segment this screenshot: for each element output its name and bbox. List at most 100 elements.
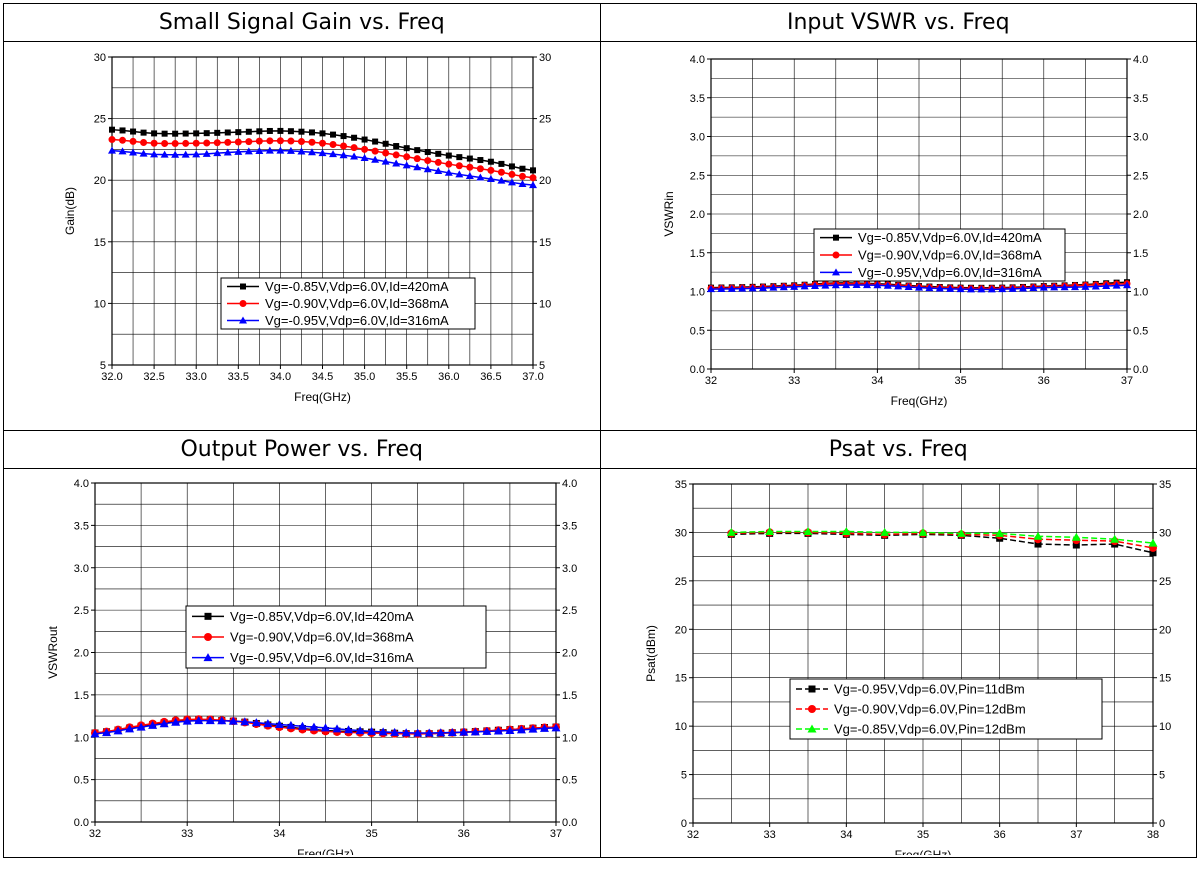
data-point bbox=[265, 146, 274, 154]
data-point bbox=[831, 281, 840, 289]
data-point bbox=[497, 168, 505, 176]
data-point bbox=[118, 147, 127, 155]
data-point bbox=[862, 281, 871, 289]
data-point bbox=[727, 284, 736, 292]
legend-marker bbox=[204, 612, 212, 620]
data-point bbox=[528, 724, 538, 733]
data-point bbox=[234, 138, 242, 146]
data-point bbox=[308, 138, 316, 146]
data-point bbox=[351, 134, 358, 141]
data-point bbox=[172, 130, 179, 137]
y-tick-label-left: 4.0 bbox=[689, 54, 704, 66]
data-point bbox=[551, 723, 561, 732]
data-point bbox=[956, 285, 965, 293]
data-point bbox=[129, 137, 137, 145]
y-tick-label-right: 5 bbox=[1159, 770, 1165, 782]
data-point bbox=[234, 147, 243, 155]
data-point bbox=[171, 140, 179, 148]
data-point bbox=[140, 138, 148, 146]
data-point bbox=[150, 139, 158, 147]
y-tick-label-right: 1.0 bbox=[1133, 287, 1148, 299]
data-point bbox=[339, 151, 348, 159]
x-tick-label: 35.5 bbox=[396, 371, 417, 383]
data-point bbox=[1049, 283, 1058, 291]
data-point bbox=[382, 149, 390, 157]
data-point bbox=[136, 722, 146, 731]
legend-marker bbox=[239, 316, 247, 324]
data-point bbox=[470, 727, 480, 736]
data-point bbox=[476, 165, 484, 173]
data-point bbox=[245, 128, 252, 135]
legend-label: Vg=-0.90V,Vdp=6.0V,Id=368mA bbox=[858, 248, 1042, 263]
series-line bbox=[730, 532, 1153, 554]
legend-marker bbox=[239, 300, 247, 307]
x-tick-label: 32.5 bbox=[143, 371, 164, 383]
x-tick-label: 32 bbox=[704, 375, 716, 387]
y-tick-label-left: 0.0 bbox=[74, 817, 89, 829]
data-point bbox=[224, 138, 232, 146]
panel-psat: 32 33 34 35 36 37 38 0 0 5 5 10 10 15 15 20 20 25 25 30 30 35… bbox=[599, 468, 1197, 858]
data-point bbox=[255, 137, 263, 145]
y-tick-label-left: 2.5 bbox=[689, 170, 704, 182]
x-tick-label: 35 bbox=[916, 829, 928, 841]
data-point bbox=[182, 716, 192, 725]
data-point bbox=[486, 174, 495, 182]
x-tick-label: 32 bbox=[686, 829, 698, 841]
y-tick-label-right: 3.5 bbox=[562, 520, 577, 532]
y-tick-label-right: 15 bbox=[1159, 673, 1171, 685]
y-tick-label-right: 20 bbox=[539, 175, 551, 187]
y-tick-label-right: 2.0 bbox=[562, 648, 577, 660]
y-tick-label-right: 35 bbox=[1159, 479, 1171, 491]
data-point bbox=[820, 281, 829, 289]
data-point bbox=[1033, 531, 1042, 540]
data-point bbox=[213, 139, 221, 147]
y-tick-label-right: 3.5 bbox=[1133, 93, 1148, 105]
data-point bbox=[768, 283, 777, 291]
data-point bbox=[277, 127, 284, 134]
data-point bbox=[403, 153, 411, 161]
y-tick-label-left: 30 bbox=[674, 527, 686, 539]
data-point bbox=[976, 285, 985, 293]
y-tick-label-right: 2.5 bbox=[1133, 170, 1148, 182]
data-point bbox=[160, 150, 169, 158]
data-point bbox=[800, 282, 809, 290]
data-point bbox=[508, 163, 515, 170]
y-tick-label-left: 3.5 bbox=[689, 93, 704, 105]
data-point bbox=[997, 285, 1006, 293]
y-tick-label-right: 0.0 bbox=[562, 817, 577, 829]
data-point bbox=[456, 154, 463, 161]
data-point bbox=[716, 285, 725, 293]
x-axis-label: Freq(GHz) bbox=[890, 394, 947, 408]
x-tick-label: 35 bbox=[954, 375, 966, 387]
data-point bbox=[90, 729, 100, 738]
data-point bbox=[102, 728, 112, 737]
data-point bbox=[1122, 281, 1131, 289]
y-tick-label-left: 3.5 bbox=[74, 520, 89, 532]
x-tick-label: 32.0 bbox=[101, 371, 122, 383]
data-point bbox=[228, 716, 238, 725]
data-point bbox=[329, 140, 337, 148]
data-point bbox=[340, 142, 348, 150]
y-tick-label-left: 15 bbox=[674, 673, 686, 685]
y-tick-label-right: 0.5 bbox=[1133, 325, 1148, 337]
data-point bbox=[1091, 282, 1100, 290]
legend-marker bbox=[204, 633, 212, 641]
data-point bbox=[1039, 283, 1048, 291]
legend-label: Vg=-0.95V,Vdp=6.0V,Id=316mA bbox=[265, 313, 449, 328]
x-tick-label: 36.0 bbox=[438, 371, 459, 383]
x-tick-label: 33 bbox=[181, 828, 193, 840]
data-point bbox=[382, 140, 389, 147]
data-point bbox=[192, 139, 200, 147]
x-tick-label: 33 bbox=[763, 829, 775, 841]
data-point bbox=[455, 162, 463, 170]
y-tick-label-left: 10 bbox=[94, 298, 106, 310]
data-point bbox=[203, 130, 210, 137]
data-point bbox=[192, 150, 201, 158]
data-point bbox=[350, 152, 359, 160]
data-point bbox=[392, 159, 401, 167]
legend: Vg=-0.85V,Vdp=6.0V,Id=420mA Vg=-0.90V,Vdp… bbox=[185, 605, 487, 669]
data-point bbox=[497, 176, 506, 184]
data-point bbox=[139, 149, 148, 157]
data-point bbox=[413, 155, 421, 163]
